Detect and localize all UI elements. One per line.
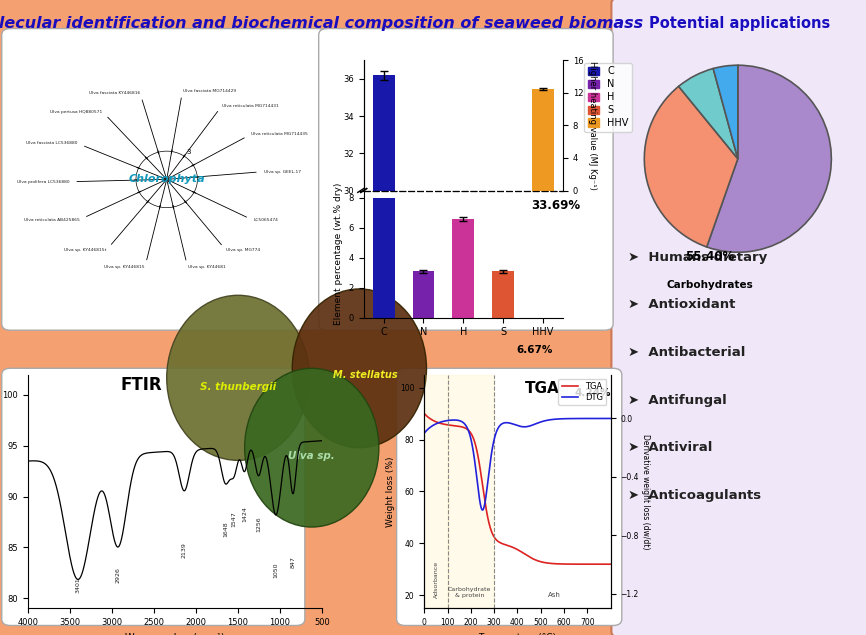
- Text: Ulva sp. KY446815: Ulva sp. KY446815: [105, 265, 145, 269]
- Text: 1256: 1256: [256, 516, 261, 532]
- Text: 6.67%: 6.67%: [516, 345, 553, 356]
- Y-axis label: Derivative weight loss (dw/dt): Derivative weight loss (dw/dt): [641, 434, 650, 549]
- Text: Potential applications: Potential applications: [649, 16, 830, 31]
- Ellipse shape: [244, 368, 379, 527]
- X-axis label: Wavenumber (cm⁻¹): Wavenumber (cm⁻¹): [125, 632, 225, 635]
- Bar: [492, 271, 514, 318]
- TGA: [510, 544, 520, 552]
- Ellipse shape: [166, 295, 310, 460]
- Text: Ulva reticulata MG714435: Ulva reticulata MG714435: [251, 132, 307, 137]
- DTG: [600, 415, 611, 422]
- Text: M. stellatus: M. stellatus: [333, 370, 397, 380]
- TGA: [429, 417, 439, 425]
- Bar: [532, 89, 554, 190]
- Text: 3401: 3401: [75, 577, 81, 593]
- Text: Ulva sp. KY446815t: Ulva sp. KY446815t: [64, 248, 107, 252]
- Text: Ulva sp.: Ulva sp.: [288, 451, 335, 461]
- Bar: [412, 271, 435, 318]
- TGA: [600, 560, 611, 568]
- X-axis label: Temperature (°C): Temperature (°C): [478, 632, 557, 635]
- Text: Carbohydrates: Carbohydrates: [667, 280, 753, 290]
- Text: TGA: TGA: [525, 381, 559, 396]
- Bar: [452, 219, 475, 318]
- Y-axis label: Element percentage (wt.% dry): Element percentage (wt.% dry): [334, 183, 343, 325]
- DTG: [477, 506, 488, 514]
- Legend: C, N, H, S, HHV: C, N, H, S, HHV: [584, 63, 632, 132]
- Text: LC5065474: LC5065474: [253, 218, 278, 222]
- Text: ➤  Antiviral: ➤ Antiviral: [628, 441, 712, 454]
- Bar: [424, 375, 448, 608]
- Bar: [372, 198, 395, 318]
- Bar: [448, 375, 494, 608]
- Text: Ulva prolifera LC536880: Ulva prolifera LC536880: [16, 180, 69, 184]
- TGA: [505, 542, 515, 550]
- DTG: [605, 415, 616, 422]
- Bar: [372, 75, 395, 190]
- Text: 2926: 2926: [115, 567, 120, 583]
- Text: 2139: 2139: [182, 542, 187, 558]
- FancyBboxPatch shape: [397, 368, 622, 625]
- DTG: [429, 421, 439, 429]
- Text: Ash: Ash: [548, 592, 561, 598]
- Wedge shape: [679, 69, 738, 159]
- DTG: [505, 419, 515, 427]
- Text: ➤  Antifungal: ➤ Antifungal: [628, 394, 727, 406]
- FancyBboxPatch shape: [0, 0, 622, 635]
- Text: ➤  Antioxidant: ➤ Antioxidant: [628, 298, 735, 311]
- Y-axis label: Higher heating value (MJ Kg⁻¹): Higher heating value (MJ Kg⁻¹): [588, 61, 598, 190]
- DTG: [565, 415, 576, 422]
- Text: Ulva reticulata AB425865: Ulva reticulata AB425865: [24, 218, 80, 222]
- Text: 55.40%: 55.40%: [685, 250, 734, 264]
- Text: FTIR: FTIR: [120, 376, 162, 394]
- DTG: [510, 421, 520, 429]
- FancyBboxPatch shape: [2, 368, 305, 625]
- Text: Ulva sp. MG774: Ulva sp. MG774: [226, 248, 260, 252]
- Text: 1050: 1050: [274, 563, 278, 578]
- Text: 33.69%: 33.69%: [531, 199, 580, 212]
- Text: Ulva sp. GEEL-17: Ulva sp. GEEL-17: [263, 170, 301, 173]
- Text: Adsorbance: Adsorbance: [434, 561, 438, 598]
- Text: Ulva fasciata KY446816: Ulva fasciata KY446816: [89, 91, 140, 95]
- Text: Chlorophyta: Chlorophyta: [128, 175, 205, 184]
- Ellipse shape: [292, 289, 426, 448]
- Line: TGA: TGA: [424, 413, 611, 564]
- FancyBboxPatch shape: [319, 29, 613, 330]
- Wedge shape: [644, 86, 738, 247]
- Text: 1424: 1424: [242, 506, 247, 522]
- Text: ➤  Humans dietary: ➤ Humans dietary: [628, 251, 767, 264]
- Text: 847: 847: [290, 556, 295, 568]
- Line: DTG: DTG: [424, 418, 611, 510]
- TGA: [419, 410, 430, 417]
- FancyBboxPatch shape: [611, 0, 866, 635]
- DTG: [600, 415, 611, 422]
- Y-axis label: Weight loss (%): Weight loss (%): [385, 456, 395, 527]
- Text: Ulva fasciata MG714429: Ulva fasciata MG714429: [183, 89, 236, 93]
- Text: Ulva pertusa HQ880571: Ulva pertusa HQ880571: [50, 110, 103, 114]
- Text: Molecular identification and biochemical composition of seaweed biomass: Molecular identification and biochemical…: [0, 16, 643, 31]
- Text: Ulva fasciata LC536880: Ulva fasciata LC536880: [26, 142, 78, 145]
- TGA: [600, 560, 611, 568]
- Text: ➤  Anticoagulants: ➤ Anticoagulants: [628, 489, 761, 502]
- Text: 1648: 1648: [223, 521, 228, 537]
- Text: Ulva sp. KY44681: Ulva sp. KY44681: [188, 265, 225, 269]
- Text: ➤  Antibacterial: ➤ Antibacterial: [628, 346, 746, 359]
- Wedge shape: [714, 65, 738, 159]
- Text: 4.24%: 4.24%: [575, 387, 611, 398]
- Text: S. thunbergii: S. thunbergii: [200, 382, 276, 392]
- DTG: [419, 429, 430, 437]
- Text: 1547: 1547: [231, 511, 236, 527]
- Wedge shape: [707, 65, 831, 252]
- FancyBboxPatch shape: [2, 29, 326, 330]
- Text: Ulva reticulata MG714431: Ulva reticulata MG714431: [222, 104, 279, 108]
- Legend: TGA, DTG: TGA, DTG: [559, 379, 606, 405]
- TGA: [605, 560, 616, 568]
- TGA: [565, 560, 576, 568]
- Text: 3: 3: [187, 149, 191, 155]
- Text: Carbohydrate
& protein: Carbohydrate & protein: [448, 587, 491, 598]
